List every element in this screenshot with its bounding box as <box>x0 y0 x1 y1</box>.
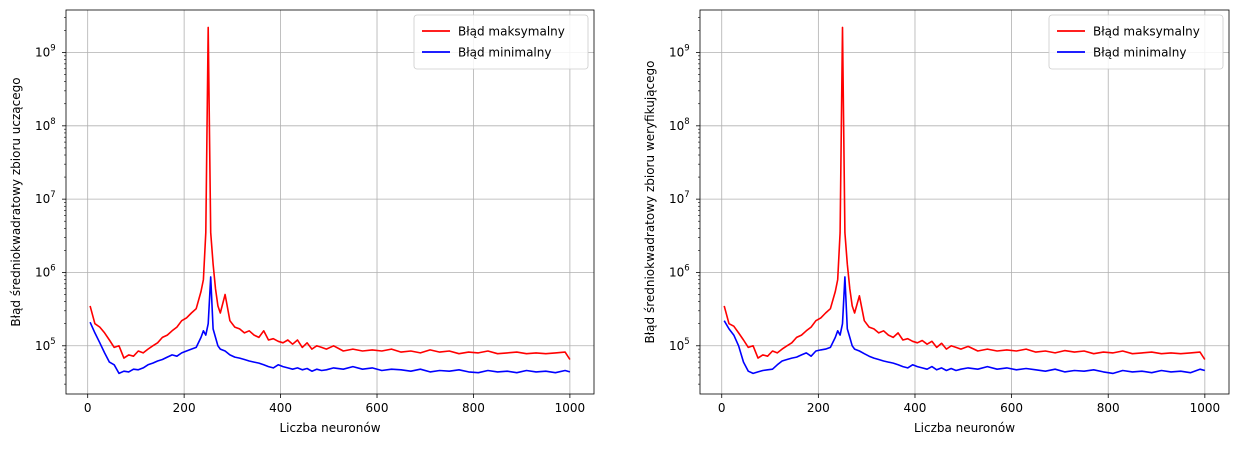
legend: Błąd maksymalny Błąd minimalny <box>413 14 589 70</box>
legend-box <box>413 14 589 70</box>
y-tick-exponent: 7 <box>684 190 689 200</box>
x-tick-label: 200 <box>173 401 196 415</box>
y-tick-exponent: 9 <box>50 44 55 54</box>
series-line-min-error <box>89 276 571 375</box>
legend-label: Błąd maksymalny <box>1093 25 1200 39</box>
x-tick-label: 400 <box>269 401 292 415</box>
series-line-max-error <box>723 26 1206 360</box>
y-tick-base: 10 <box>35 265 50 279</box>
y-tick-exponent: 8 <box>50 117 55 127</box>
legend-label: Błąd minimalny <box>1093 46 1186 60</box>
legend-label: Błąd minimalny <box>458 46 551 60</box>
x-tick-label: 0 <box>718 401 726 415</box>
y-tick-base: 10 <box>669 265 684 279</box>
y-tick-label: 107 <box>35 190 56 206</box>
plot-frame <box>65 9 595 395</box>
y-tick-exponent: 6 <box>50 263 55 273</box>
x-tick-label: 600 <box>1000 401 1023 415</box>
y-tick-exponent: 8 <box>684 117 689 127</box>
legend-box <box>1048 14 1224 70</box>
plot-frame <box>699 9 1230 395</box>
y-tick-base: 10 <box>35 46 50 60</box>
x-tick-label: 0 <box>84 401 92 415</box>
x-tick-label: 1000 <box>1190 401 1221 415</box>
x-axis-label: Liczba neuronów <box>914 421 1015 435</box>
y-tick-label: 109 <box>35 44 56 60</box>
y-tick-exponent: 7 <box>50 190 55 200</box>
y-tick-base: 10 <box>669 339 684 353</box>
y-tick-label: 106 <box>669 263 690 279</box>
y-tick-base: 10 <box>669 192 684 206</box>
series-line-max-error <box>89 26 571 360</box>
y-tick-exponent: 5 <box>684 337 689 347</box>
plot-area <box>700 10 1229 394</box>
x-tick-label: 800 <box>462 401 485 415</box>
y-tick-exponent: 5 <box>50 337 55 347</box>
x-tick-label: 600 <box>366 401 389 415</box>
y-tick-base: 10 <box>35 192 50 206</box>
y-tick-label: 109 <box>669 44 690 60</box>
y-tick-exponent: 9 <box>684 44 689 54</box>
y-tick-base: 10 <box>35 339 50 353</box>
legend-label: Błąd maksymalny <box>458 25 565 39</box>
y-tick-base: 10 <box>669 46 684 60</box>
x-tick-label: 400 <box>904 401 927 415</box>
y-tick-label: 107 <box>669 190 690 206</box>
y-tick-base: 10 <box>669 119 684 133</box>
y-tick-label: 106 <box>35 263 56 279</box>
y-tick-label: 105 <box>669 337 690 353</box>
y-tick-label: 108 <box>669 117 690 133</box>
y-tick-exponent: 6 <box>684 263 689 273</box>
x-tick-label: 800 <box>1097 401 1120 415</box>
y-tick-label: 108 <box>35 117 56 133</box>
x-axis-label: Liczba neuronów <box>279 421 380 435</box>
y-axis-label: Błąd średniokwadratowy zbioru weryfikują… <box>643 61 657 344</box>
series-line-min-error <box>723 276 1206 375</box>
legend: Błąd maksymalny Błąd minimalny <box>1048 14 1224 70</box>
plot-area <box>66 10 594 394</box>
y-axis-label: Błąd średniokwadratowy zbioru uczącego <box>9 77 23 326</box>
y-tick-label: 105 <box>35 337 56 353</box>
x-tick-label: 200 <box>807 401 830 415</box>
x-tick-label: 1000 <box>555 401 586 415</box>
y-tick-base: 10 <box>35 119 50 133</box>
